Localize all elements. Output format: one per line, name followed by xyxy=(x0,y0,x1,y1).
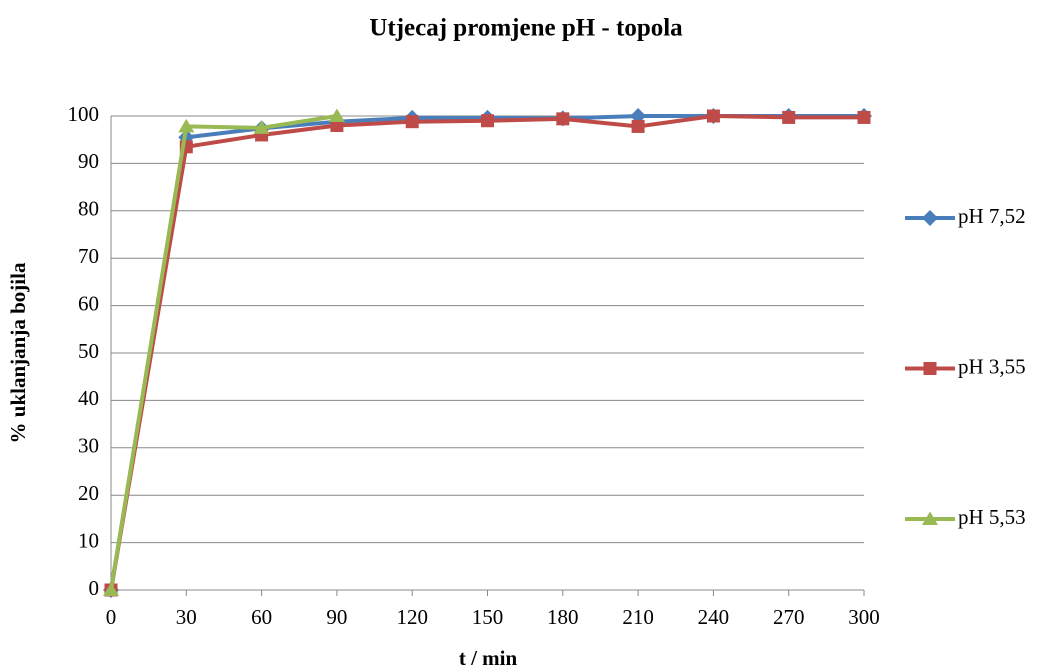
y-tick-label: 50 xyxy=(78,339,99,363)
x-tick-label: 30 xyxy=(176,605,197,629)
y-tick-label: 0 xyxy=(89,576,100,600)
y-axis-label: % uklanjanja bojila xyxy=(6,262,30,443)
legend-label: pH 3,55 xyxy=(958,354,1026,378)
x-tick-label: 90 xyxy=(326,605,347,629)
x-tick-label: 150 xyxy=(472,605,504,629)
marker xyxy=(922,511,938,525)
marker xyxy=(923,362,937,375)
x-tick-label: 0 xyxy=(106,605,117,629)
y-tick-label: 70 xyxy=(78,244,99,268)
y-tick-label: 60 xyxy=(78,291,99,315)
series-line xyxy=(109,114,338,591)
marker xyxy=(857,110,871,124)
x-tick-label: 240 xyxy=(698,605,730,629)
marker xyxy=(556,112,570,126)
y-tick-label: 30 xyxy=(78,434,99,458)
marker xyxy=(706,109,720,123)
x-tick-label: 300 xyxy=(848,605,880,629)
y-tick-label: 80 xyxy=(78,197,99,221)
marker xyxy=(782,110,796,124)
y-tick-label: 10 xyxy=(78,528,99,552)
legend-label: pH 7,52 xyxy=(958,204,1026,228)
x-tick-label: 210 xyxy=(622,605,654,629)
x-tick-label: 180 xyxy=(547,605,579,629)
x-tick-label: 270 xyxy=(773,605,805,629)
y-tick-label: 40 xyxy=(78,386,99,410)
marker xyxy=(103,582,119,596)
marker xyxy=(922,210,938,226)
x-tick-label: 120 xyxy=(396,605,428,629)
marker xyxy=(178,118,195,133)
y-tick-label: 100 xyxy=(68,102,100,126)
legend-label: pH 5,53 xyxy=(958,505,1026,529)
marker xyxy=(481,114,494,128)
x-tick-label: 60 xyxy=(251,605,272,629)
marker xyxy=(405,115,419,129)
marker xyxy=(330,118,344,132)
marker xyxy=(631,119,645,133)
chart-title: Utjecaj promjene pH - topola xyxy=(369,15,683,42)
y-tick-label: 90 xyxy=(78,149,99,173)
marker xyxy=(328,108,345,122)
x-axis-label: t / min xyxy=(459,646,518,670)
y-tick-label: 20 xyxy=(78,481,99,505)
marker xyxy=(253,120,270,134)
